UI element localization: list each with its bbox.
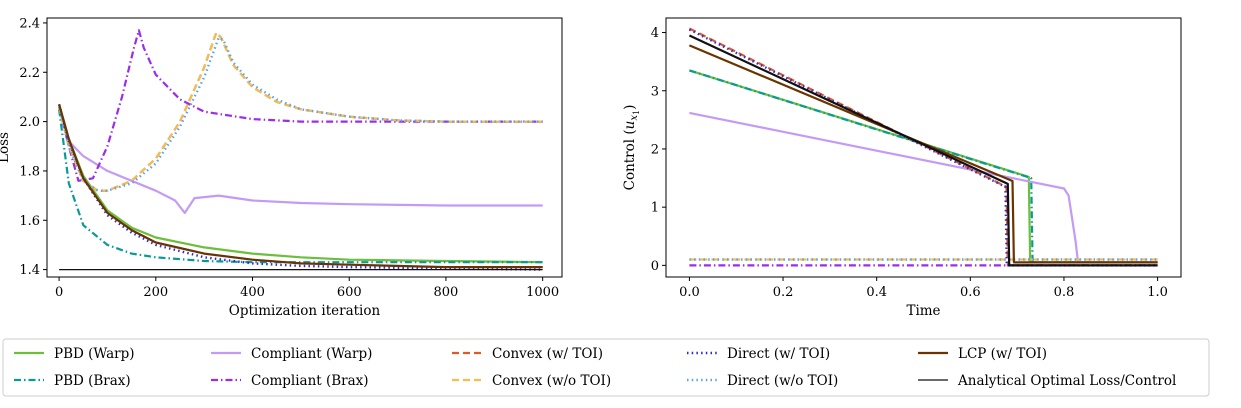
y-tick-label: 1.4 bbox=[19, 263, 40, 278]
y-tick-label: 1.6 bbox=[19, 214, 40, 229]
series-line bbox=[58, 109, 543, 264]
axes-frame bbox=[665, 17, 1182, 278]
series-line bbox=[58, 29, 543, 182]
legend: PBD (Warp) PBD (Brax) Compliant (Warp) Comp… bbox=[2, 338, 1210, 397]
y-tick-label: 1.8 bbox=[19, 164, 40, 179]
y-axis-label: Control (ux1) bbox=[622, 105, 641, 191]
series-line bbox=[57, 36, 543, 192]
series-line bbox=[688, 44, 1158, 264]
loss-chart: 0 200 400 600 800 1000 1.4 1.6 1.8 2.0 2.2 2.4 Optim… bbox=[0, 16, 563, 319]
y-tick-label: 1 bbox=[651, 201, 659, 216]
x-tick-label: 400 bbox=[240, 285, 265, 300]
legend-label: Direct (w/ TOI) bbox=[727, 346, 830, 362]
y-axis-label: Loss bbox=[0, 132, 12, 163]
x-axis-label: Optimization iteration bbox=[229, 303, 381, 319]
x-tick-label: 0.8 bbox=[1054, 285, 1075, 300]
y-tick-label: 2.4 bbox=[19, 16, 40, 31]
series-line bbox=[689, 69, 1158, 264]
series-group bbox=[57, 29, 543, 271]
x-tick-label: 0.6 bbox=[960, 285, 981, 300]
series-line bbox=[689, 69, 1158, 264]
legend-label: Convex (w/ TOI) bbox=[492, 346, 603, 362]
series-line bbox=[688, 34, 1158, 267]
y-tick-label: 2.0 bbox=[19, 115, 40, 130]
y-tick-label: 2 bbox=[651, 142, 659, 157]
x-tick-label: 800 bbox=[434, 285, 459, 300]
legend-label: Convex (w/o TOI) bbox=[492, 373, 611, 389]
x-tick-label: 0.2 bbox=[773, 285, 794, 300]
series-group bbox=[688, 27, 1158, 267]
x-tick-label: 1.0 bbox=[1147, 285, 1168, 300]
x-tick-label: 0.0 bbox=[679, 285, 700, 300]
legend-label: Analytical Optimal Loss/Control bbox=[957, 373, 1176, 389]
series-line bbox=[58, 104, 543, 269]
x-axis-label: Time bbox=[906, 303, 940, 319]
legend-label: Compliant (Warp) bbox=[251, 346, 372, 362]
x-tick-label: 200 bbox=[143, 285, 168, 300]
legend-label: PBD (Warp) bbox=[54, 346, 135, 362]
x-tick-label: 0 bbox=[55, 285, 63, 300]
series-line bbox=[58, 104, 543, 214]
y-tick-label: 3 bbox=[651, 84, 659, 99]
series-line bbox=[688, 27, 1158, 267]
series-line bbox=[689, 111, 1158, 264]
series-line bbox=[688, 28, 1158, 267]
legend-label: PBD (Brax) bbox=[54, 373, 131, 389]
y-tick-label: 4 bbox=[651, 26, 659, 41]
control-chart: 0.0 0.2 0.4 0.6 0.8 1.0 0 1 2 3 4 Time Control (ux1) bbox=[622, 17, 1182, 319]
series-line bbox=[57, 103, 543, 271]
legend-label: LCP (w/ TOI) bbox=[958, 346, 1047, 362]
legend-label: Direct (w/o TOI) bbox=[727, 373, 838, 389]
x-tick-label: 0.4 bbox=[866, 285, 887, 300]
y-tick-label: 0 bbox=[651, 259, 659, 274]
legend-frame bbox=[2, 338, 1210, 397]
legend-label: Compliant (Brax) bbox=[251, 373, 369, 389]
y-tick-label: 2.2 bbox=[19, 66, 40, 81]
series-line bbox=[58, 104, 543, 264]
x-tick-label: 600 bbox=[337, 285, 362, 300]
axes-frame bbox=[46, 17, 563, 278]
x-tick-label: 1000 bbox=[526, 285, 559, 300]
